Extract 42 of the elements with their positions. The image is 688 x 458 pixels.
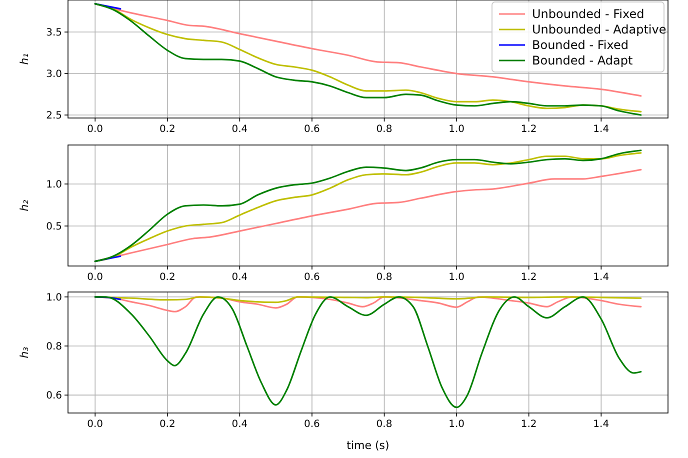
y-tick-label: 1.0 (46, 292, 62, 304)
x-tick-label: 1.2 (520, 272, 537, 283)
x-tick-label: 1.4 (593, 419, 610, 430)
y-axis-title: h₃ (18, 346, 31, 358)
x-tick-label: 1.0 (448, 272, 465, 283)
y-tick-label: 0.6 (46, 390, 62, 402)
x-tick-label: 0.6 (304, 124, 320, 135)
legend-label: Unbounded - Adaptive (532, 22, 666, 37)
x-axis-title: time (s) (346, 439, 390, 452)
x-tick-label: 1.4 (593, 124, 610, 135)
x-tick-label: 0.0 (87, 124, 104, 135)
y-axis-title: h₂ (18, 199, 31, 212)
x-tick-label: 0.4 (232, 272, 248, 283)
y-tick-label: 0.5 (46, 222, 62, 233)
x-tick-label: 0.2 (159, 419, 176, 430)
x-tick-label: 1.2 (520, 419, 537, 430)
x-tick-label: 0.8 (376, 124, 392, 135)
y-tick-label: 3.5 (46, 28, 62, 39)
line-series (94, 296, 642, 408)
x-tick-label: 0.4 (232, 124, 248, 135)
x-tick-label: 1.4 (593, 272, 610, 283)
x-tick-label: 0.2 (159, 124, 176, 135)
y-tick-label: 3.0 (46, 69, 62, 80)
x-tick-label: 0.4 (232, 419, 248, 430)
x-tick-label: 0.8 (376, 272, 392, 283)
legend-label: Bounded - Adapt (532, 54, 633, 68)
x-tick-label: 1.2 (520, 124, 537, 135)
x-tick-label: 0.0 (87, 419, 104, 430)
x-tick-label: 0.6 (304, 272, 320, 283)
x-tick-label: 1.0 (448, 419, 465, 430)
line-series (94, 296, 642, 312)
x-tick-label: 0.0 (87, 272, 104, 283)
y-axis-title: h₁ (18, 53, 31, 65)
y-tick-label: 2.5 (46, 110, 62, 122)
x-tick-label: 0.2 (159, 272, 176, 283)
x-tick-label: 0.6 (304, 419, 320, 430)
y-tick-label: 0.8 (46, 341, 62, 352)
x-tick-label: 0.8 (376, 419, 392, 430)
legend-label: Unbounded - Fixed (532, 7, 644, 22)
legend-label: Bounded - Fixed (532, 38, 628, 52)
x-tick-label: 1.0 (448, 124, 465, 135)
y-tick-label: 1.0 (46, 179, 62, 190)
